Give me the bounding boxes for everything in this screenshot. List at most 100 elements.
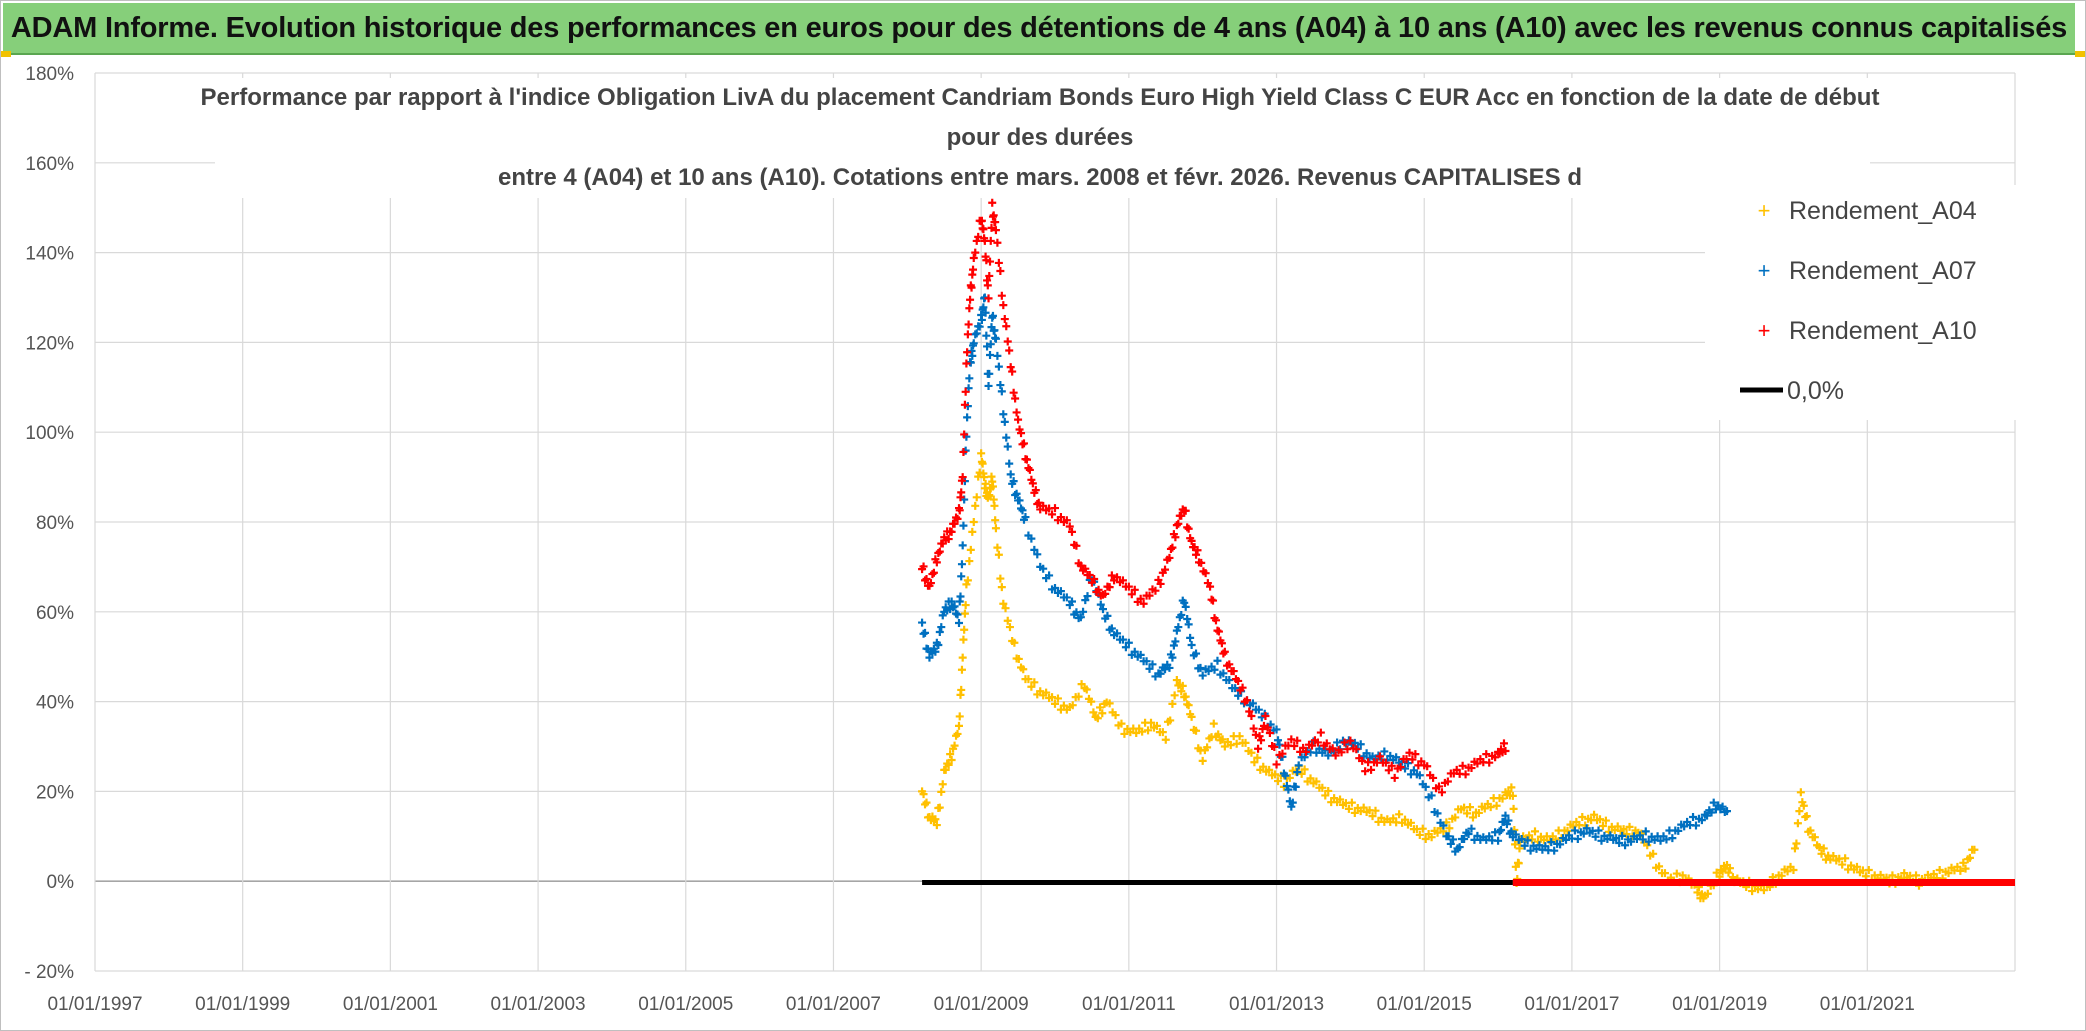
data-point-interp <box>1817 849 1826 858</box>
data-point-interp <box>1024 675 1033 684</box>
corner-mark-left <box>1 51 11 57</box>
data-point-interp <box>971 501 980 510</box>
data-point-interp <box>1956 866 1965 875</box>
x-tick-label: 01/01/2019 <box>1672 994 1767 1015</box>
data-point-interp <box>1184 524 1193 533</box>
data-point-interp <box>1130 647 1139 656</box>
y-tick-label: 120% <box>25 333 74 354</box>
data-point-interp <box>974 232 983 241</box>
data-point-interp <box>953 729 962 738</box>
data-point <box>966 295 975 304</box>
data-point <box>1375 752 1384 761</box>
data-point-interp <box>1130 585 1139 594</box>
y-tick-label: 40% <box>36 693 74 714</box>
data-point-interp <box>946 750 955 759</box>
series-Rendement_A04 <box>918 449 1979 903</box>
data-point <box>947 755 956 764</box>
data-point-interp <box>1625 822 1634 831</box>
data-point <box>1187 536 1196 545</box>
data-point-interp <box>1145 664 1154 673</box>
data-point-interp <box>1225 660 1234 669</box>
data-point-interp <box>1615 839 1624 848</box>
data-point-interp <box>1437 788 1446 797</box>
data-point-interp <box>1171 637 1180 646</box>
data-point-interp <box>1340 738 1349 747</box>
data-point <box>1789 865 1798 874</box>
data-point-interp <box>1638 835 1647 844</box>
data-point-interp <box>1429 773 1438 782</box>
data-point <box>991 226 1000 235</box>
data-point-interp <box>1468 813 1477 822</box>
data-point-interp <box>1491 753 1500 762</box>
data-point-interp <box>1384 766 1393 775</box>
data-point-interp <box>926 579 935 588</box>
data-point-interp <box>1480 804 1489 813</box>
data-point-interp <box>1056 513 1065 522</box>
data-point-interp <box>1113 629 1122 638</box>
data-point <box>962 580 971 589</box>
data-point-interp <box>1062 593 1071 602</box>
data-point <box>1051 504 1059 513</box>
x-tick-label: 01/01/2015 <box>1377 994 1472 1015</box>
data-point-interp <box>1027 534 1036 543</box>
data-point-interp <box>1421 782 1430 791</box>
data-point <box>1970 845 1979 854</box>
data-point-interp <box>1563 826 1572 835</box>
y-tick-label: 140% <box>25 244 74 265</box>
data-point-interp <box>1460 834 1469 843</box>
data-point-interp <box>931 647 940 656</box>
data-point-interp <box>1005 459 1014 468</box>
data-point-interp <box>1253 753 1262 762</box>
data-point-interp <box>1293 736 1302 745</box>
data-point-interp <box>993 238 1002 247</box>
data-point-interp <box>1550 846 1559 855</box>
data-point-interp <box>1315 744 1324 753</box>
data-point-interp <box>1121 643 1130 652</box>
data-point <box>1036 687 1045 696</box>
data-point-interp <box>1174 519 1183 528</box>
data-point-interp <box>1022 455 1031 464</box>
legend-label-zero: 0,0% <box>1787 377 1844 405</box>
data-point <box>1582 824 1591 833</box>
data-point-interp <box>1691 821 1700 830</box>
data-point-interp <box>1168 699 1177 708</box>
data-point-interp <box>985 491 994 500</box>
data-point <box>1641 827 1650 836</box>
data-point-interp <box>1350 738 1359 747</box>
data-point-interp <box>1703 889 1712 898</box>
data-point-interp <box>1655 862 1664 871</box>
data-point <box>1051 699 1059 708</box>
data-point-interp <box>1068 701 1077 710</box>
data-point-interp <box>1499 739 1508 748</box>
data-point-interp <box>935 803 944 812</box>
data-point-interp <box>1177 511 1186 520</box>
data-point-interp <box>1482 750 1491 759</box>
data-point <box>1209 719 1218 728</box>
data-point <box>1014 415 1023 424</box>
data-point-interp <box>955 712 964 721</box>
x-tick-label: 01/01/2009 <box>934 994 1029 1015</box>
data-point-interp <box>1299 743 1308 752</box>
data-point-interp <box>1255 732 1264 741</box>
data-point-interp <box>1234 676 1243 685</box>
data-point-interp <box>1120 729 1129 738</box>
data-point <box>1590 810 1599 819</box>
data-point-interp <box>1278 749 1287 758</box>
data-point-interp <box>1231 684 1240 693</box>
data-point-interp <box>1401 815 1410 824</box>
data-point-interp <box>1415 771 1424 780</box>
data-point-interp <box>965 304 974 313</box>
corner-mark-right <box>2075 51 2085 57</box>
data-point <box>1405 748 1414 757</box>
data-point <box>1612 834 1621 843</box>
data-point-interp <box>1618 831 1627 840</box>
data-point-interp <box>1031 486 1040 495</box>
data-point-interp <box>991 516 1000 525</box>
data-point-interp <box>1802 812 1811 821</box>
data-point-interp <box>1085 570 1094 579</box>
data-point-interp <box>1127 590 1136 599</box>
data-point-interp <box>972 236 981 245</box>
legend-marker-a10: + <box>1758 318 1771 343</box>
data-point-interp <box>957 560 966 569</box>
data-point <box>1198 756 1207 765</box>
